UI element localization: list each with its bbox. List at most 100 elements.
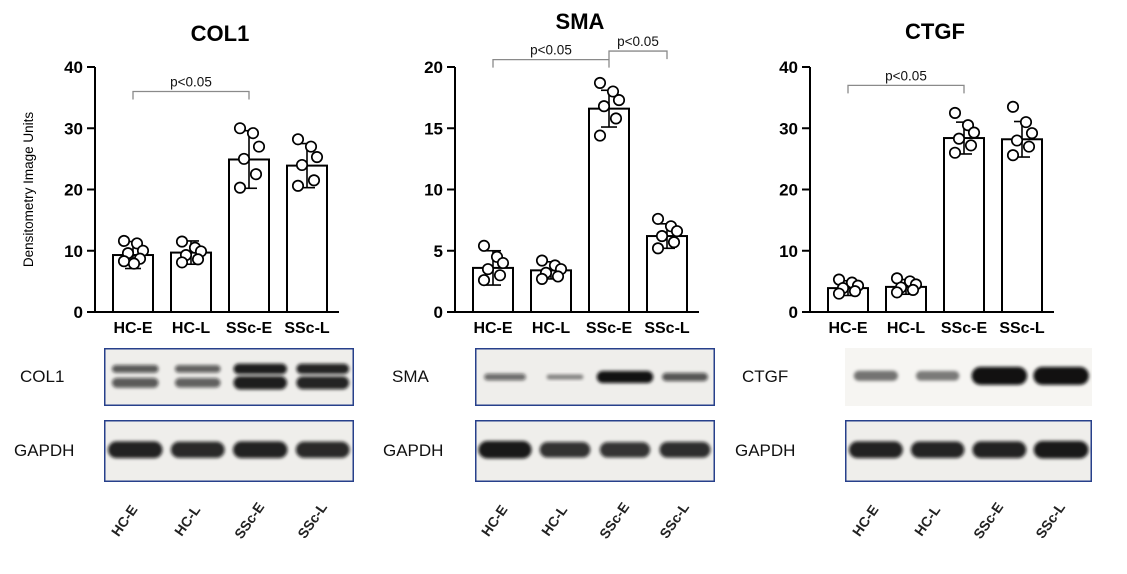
blot-band [599, 442, 651, 458]
data-point [117, 234, 131, 247]
chart-title: CTGF [905, 19, 965, 44]
blot-band [853, 370, 898, 381]
data-point [295, 158, 309, 172]
chart-title: COL1 [191, 21, 250, 46]
significance-label: p<0.05 [530, 43, 572, 58]
data-point [291, 133, 305, 146]
data-point [670, 225, 684, 238]
blot-band [546, 374, 584, 380]
blot-band [659, 441, 711, 458]
chart-ctgf: CTGF 0 10 20 30 40 HC-E HC-L SSc-E SSc-L p<0.05 [732, 5, 1082, 355]
blot-svg [475, 420, 715, 482]
data-point [612, 94, 626, 107]
blot-image-gapdh-3 [845, 420, 1092, 482]
lane-label: HC-E [477, 501, 511, 540]
data-point [310, 150, 324, 164]
blot-band [971, 366, 1028, 385]
data-point [1010, 134, 1024, 147]
data-point [252, 140, 266, 153]
lane-label: HC-L [538, 502, 571, 539]
y-tick-label: 40 [64, 58, 83, 77]
data-point [307, 174, 321, 187]
data-point [1006, 100, 1020, 113]
blot-band [662, 372, 708, 382]
category-label: SSc-L [644, 320, 690, 337]
lane-label: SSc-L [294, 499, 331, 542]
blot-band [233, 376, 287, 390]
y-tick-label: 20 [64, 181, 83, 200]
blot-band [596, 371, 654, 383]
blot-band [1033, 441, 1089, 459]
blot-row-label-gapdh-2: GAPDH [383, 441, 444, 460]
data-point [948, 146, 962, 159]
data-point [481, 263, 495, 276]
lane-label: SSc-E [970, 499, 1007, 542]
category-label: HC-L [172, 320, 210, 337]
data-point [551, 270, 565, 283]
blot-band [848, 441, 903, 459]
significance-bracket [608, 50, 668, 60]
data-point [952, 132, 966, 145]
blot-band [915, 371, 960, 381]
category-label: HC-E [828, 320, 867, 337]
chart-title: SMA [556, 9, 605, 34]
data-point [175, 235, 189, 248]
significance-label: p<0.05 [885, 68, 927, 83]
blot-row-label-col1: COL1 [20, 367, 65, 386]
bar [943, 137, 985, 313]
blot-band [295, 441, 350, 458]
category-label: SSc-E [941, 320, 988, 337]
data-point [1019, 116, 1033, 129]
significance-bracket [492, 59, 610, 68]
data-point [1022, 140, 1036, 153]
data-point [593, 76, 607, 89]
y-tick-label: 0 [74, 303, 83, 322]
data-point [609, 112, 623, 125]
data-point [477, 274, 491, 287]
category-label: SSc-E [586, 320, 633, 337]
blot-band [484, 373, 526, 381]
data-point [246, 127, 260, 140]
data-point [967, 126, 981, 139]
significance-label: p<0.05 [170, 75, 212, 90]
y-tick-label: 5 [434, 242, 443, 261]
data-point [890, 286, 904, 299]
y-tick-label: 20 [779, 181, 798, 200]
data-point [597, 100, 611, 113]
blot-row-label-sma: SMA [392, 367, 429, 386]
y-tick-label: 10 [424, 181, 443, 200]
lane-label: HC-E [107, 501, 141, 540]
blot-image-gapdh-2 [475, 420, 715, 482]
blot-image-gapdh-1 [104, 420, 354, 482]
blot-band [296, 363, 350, 374]
y-tick-label: 40 [779, 58, 798, 77]
category-label: SSc-E [226, 320, 273, 337]
data-point [606, 85, 620, 98]
data-point [496, 256, 510, 270]
lane-label: HC-L [911, 502, 944, 539]
y-tick-label: 30 [64, 119, 83, 138]
category-label: HC-L [532, 320, 570, 337]
blot-image-col1 [104, 348, 354, 406]
category-label: HC-E [473, 320, 512, 337]
significance-bracket [847, 84, 965, 94]
data-point [493, 269, 507, 282]
blot-border [104, 420, 354, 482]
data-point [667, 236, 681, 249]
blot-border [475, 420, 715, 482]
data-point [1025, 127, 1039, 140]
blot-svg [845, 420, 1092, 482]
data-point [304, 140, 318, 153]
data-point [233, 122, 247, 135]
blot-image-sma [475, 348, 715, 406]
blot-svg [104, 348, 354, 406]
lane-label: HC-E [848, 501, 882, 540]
data-point [651, 212, 665, 225]
lane-label: SSc-E [231, 499, 268, 542]
blot-band [233, 441, 288, 459]
category-label: SSc-L [999, 320, 1045, 337]
blot-row-label-ctgf: CTGF [742, 367, 789, 386]
blot-band [111, 377, 159, 388]
data-point [655, 230, 669, 243]
lane-label: SSc-L [656, 499, 693, 542]
